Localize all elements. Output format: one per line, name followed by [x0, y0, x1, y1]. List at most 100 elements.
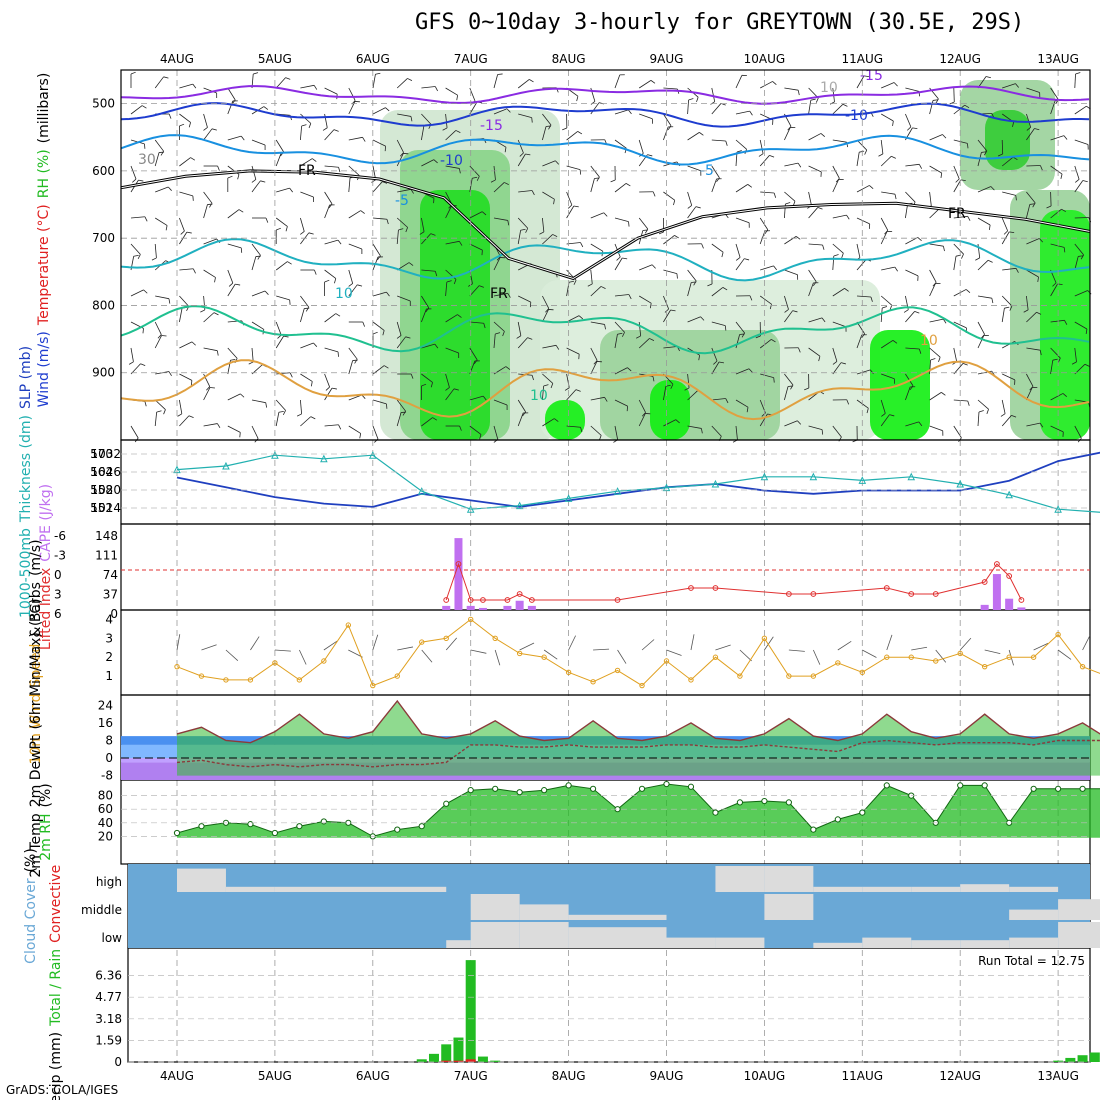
wind-barb — [396, 78, 408, 89]
wind-barb-flag — [445, 387, 450, 391]
wind-barb-flag — [698, 355, 700, 361]
wind-barb-flag — [722, 287, 728, 291]
wind-barb-flag — [575, 389, 581, 392]
wind10-barb — [543, 649, 558, 660]
lifted-index-point — [994, 561, 1000, 567]
wind-barb-flag — [940, 172, 943, 179]
wind-barb-flag — [1063, 247, 1066, 253]
wind-barb — [421, 373, 433, 383]
slp-thickness-ylabel-part: Thickness (dm) — [18, 415, 34, 523]
wind-barb — [203, 238, 217, 245]
wind-barb — [880, 340, 894, 349]
wind-barb — [832, 321, 847, 328]
wind-barb-flag — [1075, 72, 1081, 75]
wind-barb — [687, 132, 700, 141]
wind-barb-flag — [773, 192, 777, 198]
wind-barb-flag — [240, 393, 245, 398]
wind-barb — [590, 165, 600, 178]
wind-barb-flag — [713, 360, 718, 365]
precip-total-bar — [1053, 1060, 1064, 1062]
wind-barb — [227, 347, 238, 359]
wind-barb — [687, 206, 697, 219]
wind-barb — [832, 103, 844, 115]
wind-barb — [1026, 347, 1041, 351]
wind-barb — [421, 159, 435, 167]
wind-barb — [130, 425, 139, 439]
temp-tick: 0 — [105, 751, 113, 765]
wind-barb-flag — [573, 205, 579, 208]
wind-barb — [1001, 415, 1012, 427]
lifted-index-tick: 3 — [54, 588, 62, 602]
wind-barb-flag — [313, 342, 318, 347]
wind-barb-flag — [482, 395, 487, 401]
wind-barb — [469, 321, 484, 324]
wind-barb — [1050, 319, 1065, 323]
wind-barb — [421, 113, 432, 125]
wind-barb-flag — [804, 387, 809, 391]
wind10-barb — [959, 637, 972, 651]
cloud-low-bar — [519, 922, 569, 948]
wind-barb — [759, 139, 764, 154]
wind-barb — [856, 295, 871, 298]
wind-barb — [300, 158, 313, 167]
wind-barb-flag — [217, 423, 221, 429]
wind-barb — [1050, 393, 1064, 401]
lifted-index-point — [443, 597, 450, 603]
wind-barb — [517, 217, 529, 229]
wind-barb-flag — [539, 231, 545, 235]
wind-barb-flag — [248, 361, 254, 365]
thickness-point — [662, 483, 671, 492]
wind-barb — [348, 425, 361, 434]
wind-barb-flag — [458, 168, 461, 174]
wind-barb-flag — [699, 132, 704, 136]
wind10-tick: 1 — [105, 669, 113, 683]
wind-barb — [493, 74, 499, 89]
wind-barb — [663, 419, 677, 427]
wind-barb — [372, 107, 386, 115]
rh-point — [1079, 785, 1086, 792]
wind-barb — [760, 191, 775, 194]
cloud-low-bar — [911, 940, 961, 948]
wind-barb-flag — [985, 76, 991, 79]
credit-text: GrADS: COLA/IGES — [6, 1083, 119, 1097]
wind-barb-flag — [227, 175, 233, 179]
wind-barb — [493, 182, 505, 193]
wind-barb — [130, 289, 144, 297]
wind-barb — [179, 399, 183, 414]
rh-point — [859, 809, 866, 816]
wind-barb-flag — [1039, 422, 1044, 428]
wind-barb — [759, 295, 772, 305]
wind-barb — [808, 191, 812, 206]
wind-barb — [880, 295, 893, 306]
wind-barb-flag — [505, 366, 511, 370]
precip-total-bar — [428, 1053, 439, 1062]
wind-barb-flag — [792, 310, 798, 313]
wind-barb — [832, 243, 844, 254]
wind-barb — [832, 179, 840, 193]
wind-barb-flag — [130, 71, 136, 75]
dewpoint-line — [176, 739, 1100, 768]
wind-barb-flag — [300, 231, 305, 235]
wind-barb — [227, 87, 236, 101]
wind-barb-flag — [216, 350, 219, 356]
date-label-top: 4AUG — [160, 52, 194, 66]
wind-barb — [881, 82, 895, 89]
thickness-point — [1005, 490, 1013, 499]
contour-label: 30 — [138, 152, 156, 168]
wind10-point — [492, 635, 498, 642]
wind-barb — [953, 347, 958, 362]
wind-barb — [953, 363, 964, 375]
wind-barb-flag — [432, 417, 438, 421]
temp-tick: -8 — [101, 769, 113, 783]
wind-barb-flag — [769, 304, 772, 310]
wind-barb — [1026, 311, 1037, 323]
wind-barb — [203, 128, 213, 141]
wind-barb-flag — [1029, 203, 1035, 205]
precip-tick: 6.36 — [95, 969, 122, 983]
wind-barb-flag — [519, 152, 524, 157]
wind-barb — [542, 309, 549, 323]
wind-barb — [711, 361, 720, 375]
wind-barb-flag — [964, 104, 970, 109]
wind10-point — [174, 663, 180, 670]
rh-point — [565, 782, 572, 789]
